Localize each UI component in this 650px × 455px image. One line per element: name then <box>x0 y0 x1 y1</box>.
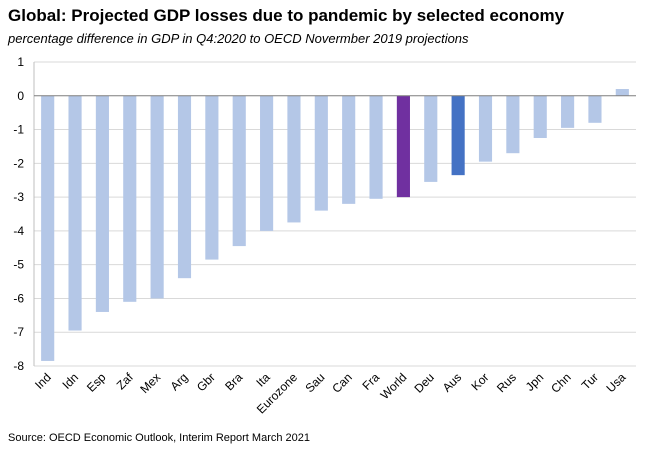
source-note: Source: OECD Economic Outlook, Interim R… <box>8 432 311 444</box>
bar-jpn <box>533 95 547 138</box>
x-tick-label: Ita <box>253 370 273 390</box>
bar-ind <box>41 95 55 361</box>
y-tick-label: 0 <box>17 89 24 103</box>
y-tick-label: -8 <box>13 359 24 373</box>
x-tick-label: Fra <box>360 370 383 393</box>
y-tick-label: -2 <box>13 156 24 170</box>
bar-zaf <box>123 95 137 302</box>
y-tick-label: -5 <box>13 258 24 272</box>
x-tick-label: Aus <box>440 370 465 395</box>
x-tick-label: Tur <box>579 370 601 392</box>
bar-can <box>342 95 356 204</box>
y-tick-label: -7 <box>13 325 24 339</box>
x-tick-label: Kor <box>469 370 492 393</box>
x-tick-label: Gbr <box>194 370 218 394</box>
bar-usa <box>615 89 629 96</box>
x-tick-label: World <box>378 370 410 402</box>
chart-subtitle: percentage difference in GDP in Q4:2020 … <box>8 31 469 46</box>
y-tick-label: -6 <box>13 291 24 305</box>
x-tick-label: Usa <box>603 370 628 395</box>
bar-aus <box>451 95 465 176</box>
chart-title: Global: Projected GDP losses due to pand… <box>8 6 565 25</box>
x-tick-label: Sau <box>302 370 327 395</box>
x-tick-label: Idn <box>59 370 81 392</box>
bar-kor <box>478 95 493 162</box>
x-tick-label: Bra <box>222 370 245 393</box>
x-tick-label: Arg <box>168 370 191 393</box>
bar-tur <box>588 95 602 123</box>
bar-esp <box>95 95 109 312</box>
x-tick-label: Deu <box>411 370 436 395</box>
x-tick-label: Esp <box>84 370 109 395</box>
bar-mex <box>150 95 164 299</box>
x-tick-label: Zaf <box>114 370 137 393</box>
x-tick-label: Jpn <box>523 370 547 394</box>
y-tick-label: 1 <box>17 55 24 69</box>
bar-world <box>396 95 410 198</box>
bar-idn <box>68 95 82 331</box>
bars <box>41 89 629 361</box>
x-tick-label: Can <box>329 370 354 395</box>
bar-fra <box>369 95 383 199</box>
bar-eurozone <box>287 95 301 223</box>
x-tick-label: Chn <box>548 370 573 395</box>
bar-gbr <box>205 95 219 260</box>
bar-arg <box>177 95 192 279</box>
y-tick-label: -4 <box>13 224 24 238</box>
y-tick-label: -3 <box>13 190 24 204</box>
bar-sau <box>314 95 328 211</box>
bar-rus <box>506 95 520 154</box>
y-axis: 1 0 -1 -2 -3 -4 -5 -6 -7 -8 <box>13 55 35 373</box>
bar-bra <box>232 95 246 247</box>
bar-chn <box>561 95 575 128</box>
y-tick-label: -1 <box>13 123 24 137</box>
bar-deu <box>424 95 438 182</box>
bar-ita <box>260 95 274 231</box>
x-tick-label: Rus <box>494 370 519 395</box>
x-tick-label: Mex <box>137 370 163 396</box>
x-tick-label: Ind <box>32 370 54 392</box>
